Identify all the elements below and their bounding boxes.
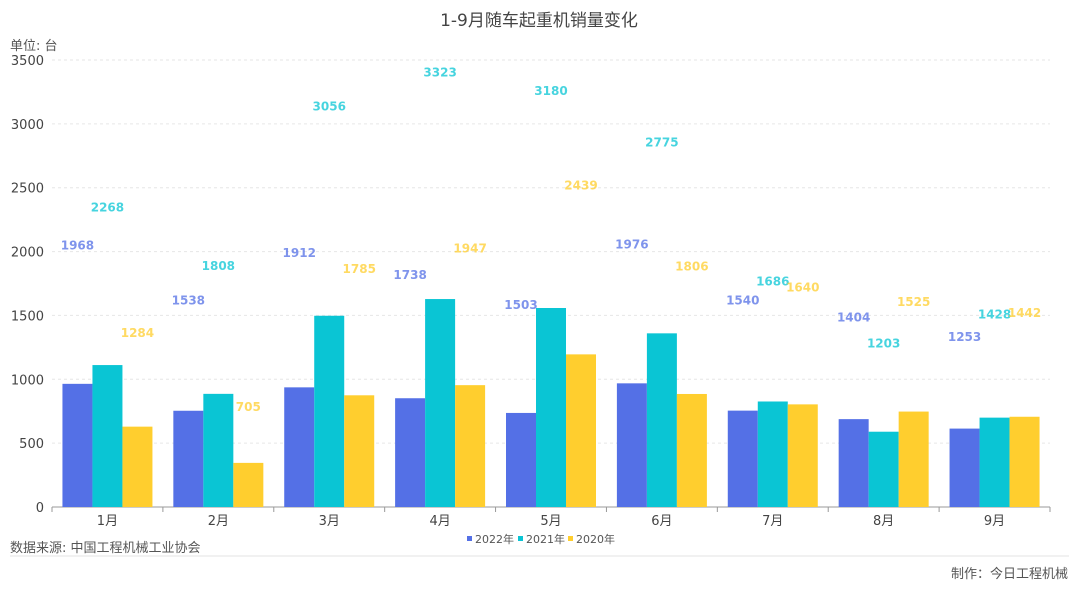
x-tick-label: 6月 xyxy=(651,514,672,529)
bar xyxy=(122,426,153,507)
bar xyxy=(898,411,929,507)
x-tick-label: 1月 xyxy=(97,514,118,529)
y-tick-label: 3000 xyxy=(11,118,44,133)
bar xyxy=(868,431,899,507)
data-label: 1785 xyxy=(343,262,376,276)
bar xyxy=(314,315,345,507)
y-tick-label: 3500 xyxy=(11,54,44,69)
x-tick-label: 2月 xyxy=(208,514,229,529)
bar xyxy=(757,401,788,507)
data-label: 3180 xyxy=(534,84,567,98)
bar xyxy=(62,383,93,507)
x-tick-label: 4月 xyxy=(429,514,450,529)
legend-swatch xyxy=(518,536,523,541)
legend-swatch xyxy=(467,536,472,541)
data-label: 2775 xyxy=(645,136,678,150)
data-label: 1738 xyxy=(393,268,426,282)
x-tick-label: 5月 xyxy=(540,514,561,529)
data-label: 1808 xyxy=(202,259,235,273)
bar xyxy=(676,393,707,507)
unit-label: 单位: 台 xyxy=(10,39,58,54)
x-tick-label: 8月 xyxy=(873,514,894,529)
legend-label: 2020年 xyxy=(576,532,615,546)
bar xyxy=(646,333,677,507)
data-label: 1640 xyxy=(786,281,819,295)
bar xyxy=(344,395,375,507)
bar xyxy=(233,462,264,507)
data-label: 1538 xyxy=(172,294,205,308)
bar xyxy=(536,307,566,507)
data-label: 3056 xyxy=(313,100,346,114)
data-label: 1428 xyxy=(978,308,1011,322)
data-label: 1976 xyxy=(615,238,648,252)
bar xyxy=(787,404,818,507)
data-label: 1442 xyxy=(1008,306,1041,320)
data-label: 705 xyxy=(236,400,261,414)
data-label: 1503 xyxy=(504,298,537,312)
bar xyxy=(727,410,758,507)
credit-note: 制作：今日工程机械 xyxy=(951,566,1068,582)
legend: 2022年 2021年 2020年 xyxy=(467,532,615,546)
data-label: 1947 xyxy=(453,241,486,255)
y-tick-label: 2000 xyxy=(11,246,44,261)
bar xyxy=(949,428,980,507)
y-tick-label: 2500 xyxy=(11,182,44,197)
legend-swatch xyxy=(568,536,573,541)
x-axis: 1月 2月 3月 4月 5月 6月 7月 8月 9月 xyxy=(51,507,1051,529)
source-note: 数据来源: 中国工程机械工业协会 xyxy=(10,541,201,556)
data-labels: 1968 2268 1284 1538 1808 705 1912 3056 1785 1738 3… xyxy=(61,66,1042,414)
bar xyxy=(838,419,869,507)
data-label: 1540 xyxy=(726,293,759,307)
bar xyxy=(566,354,596,507)
x-tick-label: 3月 xyxy=(319,514,340,529)
data-label: 1404 xyxy=(837,311,870,325)
data-label: 1912 xyxy=(283,246,316,260)
y-tick-label: 500 xyxy=(19,437,44,452)
legend-label: 2021年 xyxy=(526,532,565,546)
data-label: 2439 xyxy=(564,179,597,193)
data-label: 1284 xyxy=(121,326,154,340)
y-tick-label: 0 xyxy=(36,501,44,516)
data-label: 1686 xyxy=(756,275,789,289)
data-label: 2268 xyxy=(91,200,124,214)
bar xyxy=(425,299,456,507)
x-tick-label: 7月 xyxy=(762,514,783,529)
legend-label: 2022年 xyxy=(475,532,514,546)
bar xyxy=(1009,416,1040,507)
data-label: 3323 xyxy=(423,66,456,80)
y-tick-label: 1000 xyxy=(11,373,44,388)
bars xyxy=(62,299,1040,507)
x-tick-label: 9月 xyxy=(984,514,1005,529)
bar xyxy=(455,385,486,507)
bar xyxy=(173,410,204,507)
y-tick-label: 1500 xyxy=(11,309,44,324)
bar xyxy=(616,383,647,507)
data-label: 1968 xyxy=(61,239,94,253)
data-label: 1203 xyxy=(867,336,900,350)
data-label: 1253 xyxy=(948,330,981,344)
data-label: 1806 xyxy=(675,259,708,273)
bar xyxy=(979,417,1010,507)
bar xyxy=(203,393,234,507)
data-label: 1525 xyxy=(897,295,930,309)
bar xyxy=(92,365,123,507)
bar xyxy=(284,387,315,507)
bar xyxy=(395,398,426,507)
chart-title: 1-9月随车起重机销量变化 xyxy=(440,11,638,31)
bar xyxy=(506,412,536,507)
